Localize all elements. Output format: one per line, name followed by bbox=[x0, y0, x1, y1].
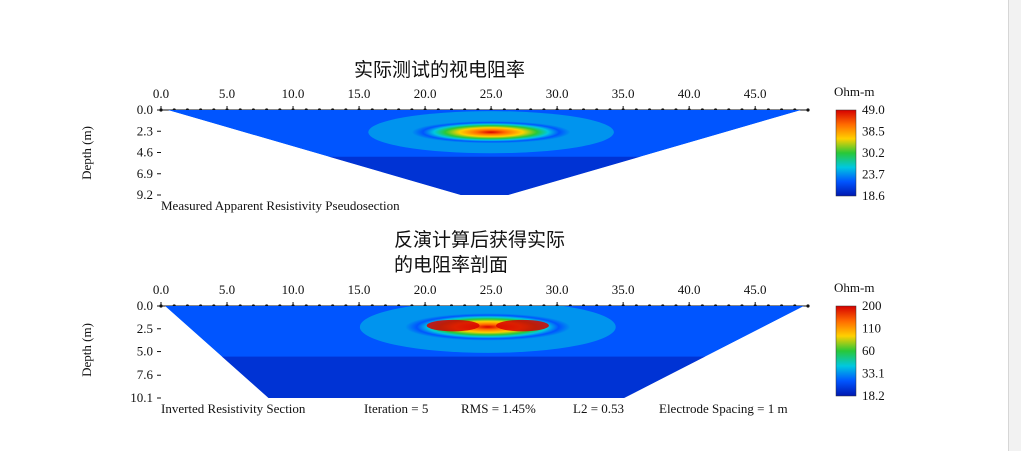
colorbar-tick-label: 33.1 bbox=[862, 366, 885, 381]
x-tick-label: 45.0 bbox=[744, 282, 767, 297]
pseudosection-y-axis-label: Depth (m) bbox=[79, 126, 94, 180]
y-tick-label: 0.0 bbox=[137, 102, 153, 117]
y-tick-label: 4.6 bbox=[137, 145, 154, 160]
electrode-marker bbox=[806, 108, 810, 112]
pseudosection-plot bbox=[167, 110, 802, 195]
pseudosection-colorbar: 49.0 38.5 30.2 23.7 18.6 bbox=[835, 102, 885, 203]
x-tick-label: 10.0 bbox=[282, 282, 305, 297]
colorbar-tick-label: 49.0 bbox=[862, 102, 885, 117]
colorbar-tick-label: 23.7 bbox=[862, 167, 885, 182]
x-tick-label: 45.0 bbox=[744, 86, 767, 101]
bottom-chart-chinese-title-line2: 的电阻率剖面 bbox=[394, 254, 509, 276]
colorbar-tick-label: 18.2 bbox=[862, 388, 885, 403]
inverted-section-caption: Inverted Resistivity Section bbox=[161, 401, 306, 416]
x-tick-label: 5.0 bbox=[219, 282, 235, 297]
rms-label: RMS = 1.45% bbox=[461, 401, 536, 416]
window-edge bbox=[1008, 0, 1021, 451]
colorbar-tick-label: 110 bbox=[862, 321, 881, 336]
pseudosection-chart: 0.0 5.0 10.0 15.0 20.0 25.0 30.0 35.0 40.0 45.0 0.… bbox=[79, 84, 885, 213]
y-tick-label: 9.2 bbox=[137, 187, 153, 202]
x-tick-label: 35.0 bbox=[612, 86, 635, 101]
x-tick-label: 15.0 bbox=[348, 282, 371, 297]
colorbar-tick-label: 200 bbox=[862, 298, 882, 313]
x-tick-label: 5.0 bbox=[219, 86, 235, 101]
colorbar-gradient bbox=[835, 305, 857, 397]
deep-low-resistivity-band bbox=[164, 356, 805, 398]
electrode-marker bbox=[806, 304, 810, 308]
inverted-section-chart: 0.0 5.0 10.0 15.0 20.0 25.0 30.0 35.0 40.0 45.0 0.… bbox=[79, 280, 885, 416]
anomaly-core-right bbox=[496, 319, 549, 332]
anomaly-core-left bbox=[426, 319, 480, 332]
high-resistivity-anomaly bbox=[411, 121, 571, 144]
inverted-section-plot bbox=[164, 306, 805, 398]
x-tick-label: 35.0 bbox=[612, 282, 635, 297]
colorbar-tick-label: 18.6 bbox=[862, 188, 885, 203]
colorbar-tick-label: 38.5 bbox=[862, 124, 885, 139]
y-tick-label: 2.5 bbox=[137, 321, 153, 336]
electrode-spacing-label: Electrode Spacing = 1 m bbox=[659, 401, 788, 416]
x-tick-label: 40.0 bbox=[678, 86, 701, 101]
inverted-section-y-axis-label: Depth (m) bbox=[79, 323, 94, 377]
iteration-label: Iteration = 5 bbox=[364, 401, 428, 416]
x-tick-label: 0.0 bbox=[153, 86, 169, 101]
x-tick-label: 30.0 bbox=[546, 282, 569, 297]
l2-label: L2 = 0.53 bbox=[573, 401, 624, 416]
colorbar-tick-label: 30.2 bbox=[862, 145, 885, 160]
x-tick-label: 20.0 bbox=[414, 282, 437, 297]
x-tick-label: 30.0 bbox=[546, 86, 569, 101]
y-tick-label: 5.0 bbox=[137, 344, 153, 359]
y-tick-label: 0.0 bbox=[137, 298, 153, 313]
inverted-section-colorbar: 200 110 60 33.1 18.2 bbox=[835, 298, 885, 403]
section-fill-group bbox=[167, 110, 802, 195]
pseudosection-colorbar-unit: Ohm-m bbox=[834, 84, 874, 99]
section-fill-group bbox=[164, 306, 805, 398]
bottom-chart-chinese-title-line1: 反演计算后获得实际 bbox=[394, 229, 566, 251]
top-chart-chinese-title: 实际测试的视电阻率 bbox=[354, 59, 526, 81]
x-tick-label: 40.0 bbox=[678, 282, 701, 297]
x-tick-label: 20.0 bbox=[414, 86, 437, 101]
inverted-section-colorbar-unit: Ohm-m bbox=[834, 280, 874, 295]
pseudosection-caption: Measured Apparent Resistivity Pseudosect… bbox=[161, 198, 400, 213]
pseudosection-ticks: 0.0 5.0 10.0 15.0 20.0 25.0 30.0 35.0 40.0 45.0 0.… bbox=[137, 86, 767, 202]
y-tick-label: 7.6 bbox=[137, 367, 154, 382]
x-tick-label: 25.0 bbox=[480, 282, 503, 297]
colorbar-tick-label: 60 bbox=[862, 343, 875, 358]
y-tick-label: 10.1 bbox=[130, 390, 153, 405]
x-tick-label: 15.0 bbox=[348, 86, 371, 101]
inverted-section-ticks: 0.0 5.0 10.0 15.0 20.0 25.0 30.0 35.0 40.0 45.0 0.… bbox=[130, 282, 766, 405]
y-tick-label: 2.3 bbox=[137, 123, 153, 138]
x-tick-label: 25.0 bbox=[480, 86, 503, 101]
x-tick-label: 10.0 bbox=[282, 86, 305, 101]
deep-low-resistivity-band bbox=[167, 156, 802, 195]
colorbar-gradient bbox=[835, 109, 857, 197]
y-tick-label: 6.9 bbox=[137, 166, 153, 181]
x-tick-label: 0.0 bbox=[153, 282, 169, 297]
